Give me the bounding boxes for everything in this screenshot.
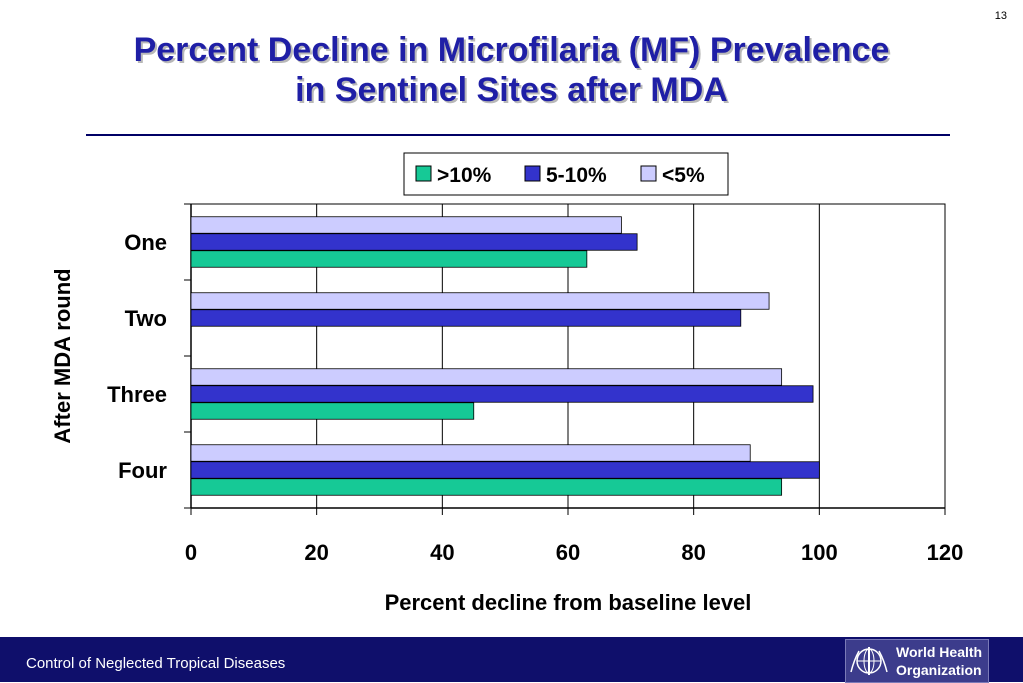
title-line-1: Percent Decline in Microfilaria (MF) Pre…: [133, 31, 890, 69]
x-tick-label-1: 20: [304, 540, 328, 565]
x-tick-label-3: 60: [556, 540, 580, 565]
bar-one-series-1: [190, 250, 588, 268]
who-logo-line-1: World Health: [896, 644, 983, 660]
legend-label-2: 5-10%: [546, 164, 607, 187]
who-logo-line-2: Organization: [896, 662, 982, 678]
bar-four-series-1: [190, 478, 783, 496]
bar-three-series-2: [190, 385, 814, 403]
footer-bar: Control of Neglected Tropical Diseases W…: [0, 637, 1023, 683]
bar-chart: 0 20 40 60 80 100 120 One Two Three Four Percent de…: [50, 152, 964, 615]
legend-box: [403, 152, 729, 196]
x-tick-label-2: 40: [430, 540, 454, 565]
y-axis-title: After MDA round: [50, 268, 75, 443]
slide-number: 13: [994, 10, 1007, 22]
legend-swatch-1: [415, 165, 432, 182]
y-tick-label-2: Three: [107, 382, 167, 407]
legend-swatch-3: [640, 165, 657, 182]
title-line-2: in Sentinel Sites after MDA: [295, 71, 728, 109]
x-tick-label-5: 100: [801, 540, 838, 565]
bar-two-series-2: [190, 309, 742, 327]
legend-swatch-2: [524, 165, 541, 182]
bar-three-series-3: [190, 368, 783, 386]
footer-text: Control of Neglected Tropical Diseases: [26, 655, 286, 672]
bar-one-series-3: [190, 216, 622, 234]
bar-four-series-3: [190, 444, 751, 462]
y-tick-label-0: One: [124, 230, 167, 255]
bar-three-series-1: [190, 402, 475, 420]
legend-label-3: <5%: [662, 164, 705, 187]
bar-one-series-2: [190, 233, 638, 251]
y-tick-label-1: Two: [125, 306, 167, 331]
title-divider: [86, 134, 950, 136]
x-axis-title: Percent decline from baseline level: [385, 590, 752, 615]
x-tick-label-4: 80: [681, 540, 705, 565]
who-logo: World Health Organization: [845, 639, 989, 683]
legend-label-1: >10%: [437, 164, 492, 187]
bar-four-series-2: [190, 461, 820, 479]
bar-two-series-3: [190, 292, 770, 310]
x-tick-label-6: 120: [927, 540, 964, 565]
who-emblem-icon: [850, 647, 888, 675]
x-tick-label-0: 0: [185, 540, 197, 565]
slide-title: Percent Decline in Microfilaria (MF) Pre…: [0, 30, 1023, 110]
y-tick-label-3: Four: [118, 458, 167, 483]
